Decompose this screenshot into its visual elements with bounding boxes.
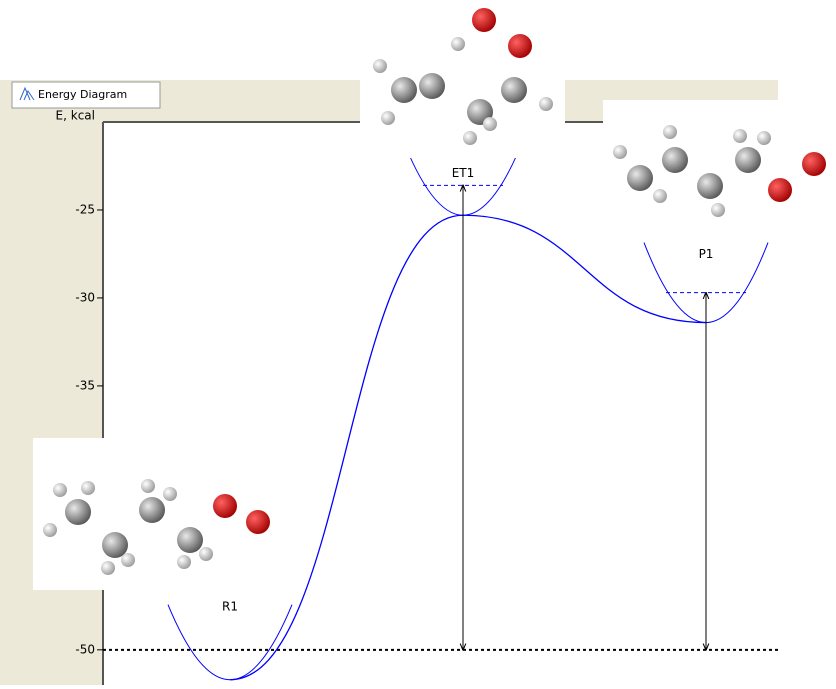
molecule-p1 (603, 100, 836, 217)
molecule-r1 (33, 438, 273, 590)
y-tick-label: -50 (75, 642, 95, 656)
y-tick-label: -35 (75, 378, 95, 392)
page: {"window": {"tab": "Energy Diagram"}, "c… (0, 0, 836, 685)
y-tick-label: -25 (75, 202, 95, 216)
chart: Energy Diagram E, kcal -50 -35 -30 -25 R1 ET… (0, 0, 836, 685)
y-tick-label: -30 (75, 290, 95, 304)
y-axis-label: E, kcal (56, 109, 95, 123)
tab-label: Energy Diagram (38, 88, 127, 101)
state-label: P1 (699, 247, 714, 261)
state-label: ET1 (452, 166, 475, 180)
molecule-et1 (360, 0, 565, 158)
state-label: R1 (222, 600, 238, 614)
